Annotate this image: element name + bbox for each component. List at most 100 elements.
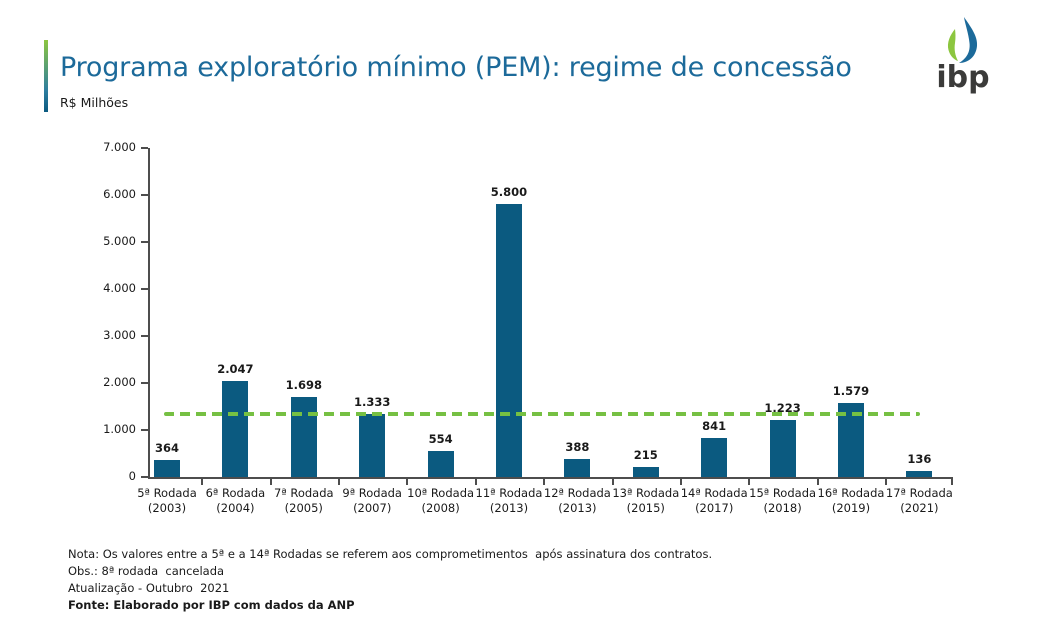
x-axis-tick bbox=[406, 479, 409, 485]
y-axis-tick bbox=[141, 194, 148, 196]
y-axis-tick-label: 5.000 bbox=[103, 234, 136, 248]
x-axis-tick bbox=[885, 479, 888, 485]
category-round-label: 6ª Rodada bbox=[205, 486, 266, 500]
category-round-label: 15ª Rodada bbox=[749, 486, 817, 500]
x-axis-category-label: 7ª Rodada (2005) bbox=[258, 486, 350, 516]
logo-text: ibp bbox=[936, 60, 990, 95]
average-dashed-line bbox=[164, 411, 920, 416]
page-title: Programa exploratório mínimo (PEM): regi… bbox=[60, 52, 852, 83]
category-year-label: (2013) bbox=[558, 501, 597, 515]
category-year-label: (2008) bbox=[421, 501, 460, 515]
x-axis-category-label: 14ª Rodada (2017) bbox=[668, 486, 760, 516]
bar bbox=[564, 458, 591, 477]
y-axis-tick bbox=[141, 335, 148, 337]
category-year-label: (2003) bbox=[147, 501, 187, 515]
bar bbox=[222, 380, 249, 477]
bar bbox=[359, 414, 386, 477]
category-round-label: 13ª Rodada bbox=[612, 486, 680, 500]
category-round-label: 11ª Rodada bbox=[475, 486, 543, 500]
category-year-label: (2021) bbox=[900, 501, 939, 515]
bar bbox=[701, 437, 728, 477]
y-axis-tick-label: 3.000 bbox=[103, 328, 136, 342]
category-year-label: (2017) bbox=[695, 501, 734, 515]
category-round-label: 9ª Rodada bbox=[342, 486, 402, 500]
bar-value-label: 388 bbox=[565, 439, 590, 454]
y-axis-line bbox=[148, 148, 150, 479]
x-axis-tick bbox=[269, 479, 272, 485]
x-axis-category-label: 16ª Rodada (2019) bbox=[805, 486, 897, 516]
page-subtitle: R$ Milhões bbox=[60, 95, 129, 110]
category-round-label: 12ª Rodada bbox=[543, 486, 611, 500]
y-axis-tick-label: 1.000 bbox=[103, 422, 136, 436]
y-axis-tick bbox=[141, 429, 148, 431]
bar-value-label: 1.333 bbox=[353, 395, 391, 410]
x-axis-category-label: 10ª Rodada (2008) bbox=[395, 486, 487, 516]
bar bbox=[906, 470, 933, 477]
bar bbox=[769, 419, 796, 477]
category-round-label: 7ª Rodada bbox=[273, 486, 334, 500]
x-axis-category-label: 5ª Rodada (2003) bbox=[121, 486, 213, 516]
category-year-label: (2015) bbox=[626, 501, 665, 515]
x-axis-line bbox=[148, 477, 953, 479]
x-axis-tick bbox=[680, 479, 682, 485]
y-axis-tick-label: 6.000 bbox=[103, 187, 136, 201]
category-year-label: (2007) bbox=[353, 501, 392, 515]
bar-value-label: 5.800 bbox=[490, 185, 528, 200]
note-line: Atualização - Outubro 2021 bbox=[68, 581, 230, 595]
category-year-label: (2013) bbox=[489, 501, 529, 515]
category-year-label: (2005) bbox=[284, 501, 323, 515]
category-round-label: 14ª Rodada bbox=[680, 486, 748, 500]
x-axis-category-label: 11ª Rodada (2013) bbox=[463, 486, 555, 516]
y-axis-tick bbox=[141, 241, 148, 243]
x-axis-tick bbox=[474, 479, 477, 485]
note-line: Nota: Os valores entre a 5ª e a 14ª Roda… bbox=[68, 547, 713, 561]
bar bbox=[632, 466, 659, 477]
x-axis-category-label: 9ª Rodada (2007) bbox=[326, 486, 418, 516]
x-axis-category-label: 13ª Rodada (2015) bbox=[600, 486, 692, 516]
x-axis-tick bbox=[338, 479, 340, 485]
y-axis-tick bbox=[141, 288, 148, 290]
bar-chart-plot-area: 0 1.000 2.000 3.000 4.000 5.000 6.000 7.000 364 5… bbox=[103, 140, 953, 515]
bar-value-label: 1.579 bbox=[832, 383, 870, 398]
y-axis-tick bbox=[141, 476, 148, 478]
x-axis-category-label: 15ª Rodada (2018) bbox=[737, 486, 829, 516]
y-axis-tick-label: 7.000 bbox=[103, 140, 136, 154]
category-round-label: 10ª Rodada bbox=[407, 486, 475, 500]
note-line: Obs.: 8ª rodada cancelada bbox=[68, 564, 225, 578]
y-axis-tick-label: 4.000 bbox=[103, 281, 136, 295]
x-axis-category-label: 17ª Rodada (2021) bbox=[873, 486, 965, 516]
x-axis-category-label: 6ª Rodada (2004) bbox=[189, 486, 281, 516]
y-axis-tick-label: 2.000 bbox=[103, 375, 136, 389]
y-axis-tick bbox=[141, 382, 148, 384]
water-drop-icon bbox=[924, 16, 1002, 66]
ibp-logo: ibp bbox=[924, 16, 1002, 95]
y-axis-tick bbox=[141, 147, 148, 149]
category-round-label: 16ª Rodada bbox=[817, 486, 885, 500]
bar-value-label: 136 bbox=[907, 451, 932, 466]
x-axis-tick bbox=[748, 479, 751, 485]
category-year-label: (2004) bbox=[216, 501, 255, 515]
x-axis-tick bbox=[951, 479, 953, 485]
x-axis-category-label: 12ª Rodada (2013) bbox=[531, 486, 623, 516]
bar-value-label: 1.223 bbox=[764, 400, 801, 415]
x-axis-tick bbox=[611, 479, 614, 485]
x-axis-tick bbox=[816, 479, 819, 485]
bar bbox=[290, 397, 317, 477]
bar bbox=[496, 204, 522, 477]
bar-value-label: 1.698 bbox=[285, 378, 322, 393]
source-line: Fonte: Elaborado por IBP com dados da AN… bbox=[68, 598, 355, 612]
bar-value-label: 841 bbox=[702, 418, 727, 433]
bar-value-label: 215 bbox=[633, 447, 658, 462]
bar bbox=[154, 459, 180, 477]
bar bbox=[427, 451, 454, 477]
category-year-label: (2018) bbox=[763, 501, 802, 515]
bar-value-label: 364 bbox=[154, 440, 179, 455]
bar-value-label: 2.047 bbox=[217, 361, 254, 376]
footnotes: Nota: Os valores entre a 5ª e a 14ª Roda… bbox=[68, 546, 928, 614]
category-year-label: (2019) bbox=[831, 501, 871, 515]
title-accent-bar bbox=[44, 40, 48, 112]
category-round-label: 17ª Rodada bbox=[885, 486, 953, 500]
x-axis-tick bbox=[201, 479, 204, 485]
bar-value-label: 554 bbox=[428, 432, 453, 446]
